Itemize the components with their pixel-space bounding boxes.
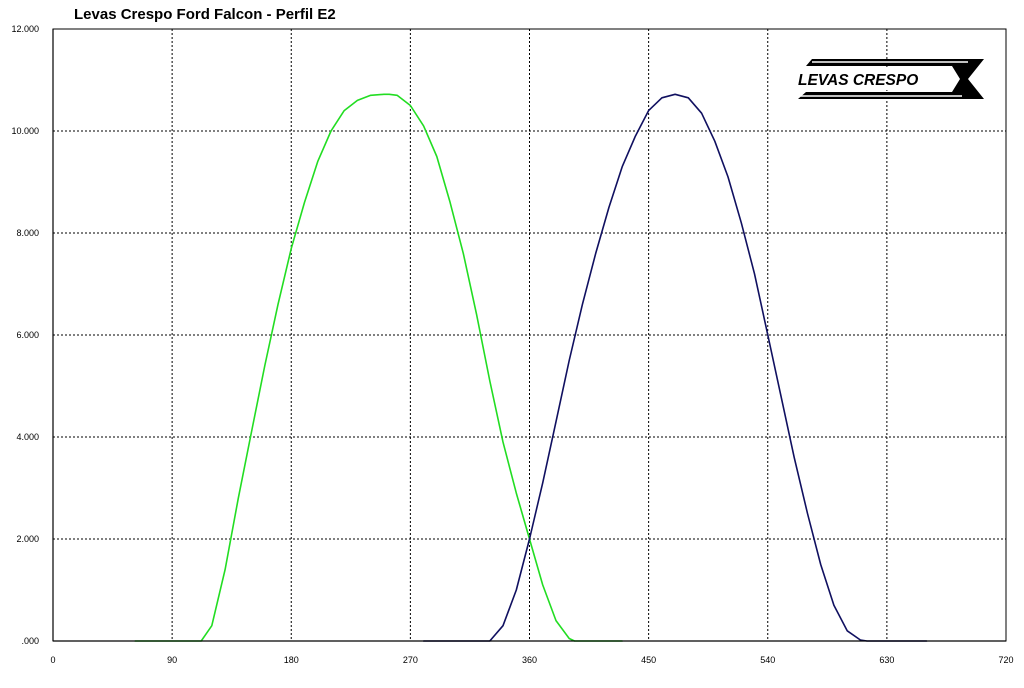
x-tick-label: 0 [50,655,55,665]
series-group [134,93,928,642]
x-tick-label: 720 [998,655,1013,665]
y-tick-labels: .000 2.000 4.000 6.000 8.000 10.000 12.000 [11,24,39,646]
chart-title: Levas Crespo Ford Falcon - Perfil E2 [74,6,336,23]
y-tick-label: .000 [21,636,39,646]
x-tick-label: 90 [167,655,177,665]
y-tick-label: 12.000 [11,24,39,34]
y-tick-label: 4.000 [16,432,39,442]
y-tick-label: 10.000 [11,126,39,136]
y-tick-label: 6.000 [16,330,39,340]
series-line-2 [422,93,928,642]
x-tick-label: 360 [522,655,537,665]
x-tick-label: 270 [403,655,418,665]
x-tick-label: 180 [284,655,299,665]
x-tick-label: 540 [760,655,775,665]
y-tick-label: 8.000 [16,228,39,238]
x-tick-label: 450 [641,655,656,665]
logo-text: LEVAS CRESPO [798,72,918,89]
x-tick-label: 630 [879,655,894,665]
x-tick-labels: 0 90 180 270 360 450 540 630 720 [50,655,1013,665]
levas-crespo-logo: LEVAS CRESPO [798,59,984,99]
grid-lines [53,28,1007,641]
series-line-1 [134,93,624,642]
y-tick-label: 2.000 [16,534,39,544]
